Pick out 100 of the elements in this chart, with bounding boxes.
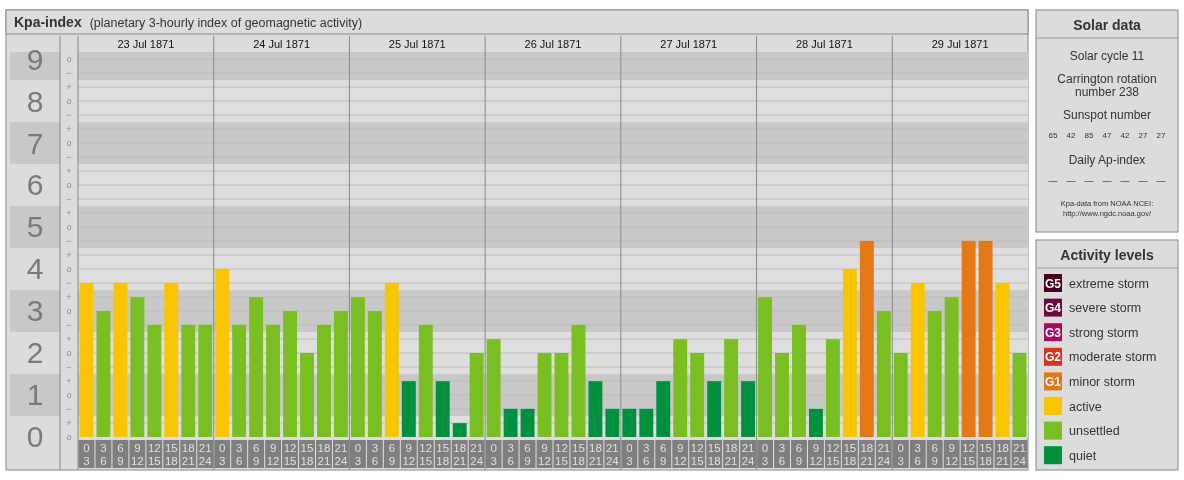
text: 29 Jul 1871 bbox=[931, 38, 989, 50]
bar bbox=[164, 282, 179, 437]
text: 25 Jul 1871 bbox=[388, 38, 446, 50]
text: − bbox=[66, 110, 72, 121]
text: − bbox=[66, 236, 72, 247]
x-tick-label: 3 6 bbox=[914, 442, 921, 467]
text: o bbox=[66, 264, 72, 275]
bar bbox=[130, 297, 145, 437]
text: — — — — — — — bbox=[1048, 176, 1166, 186]
chart-title: Kpa-index bbox=[14, 14, 82, 30]
bar bbox=[978, 240, 993, 437]
text: o bbox=[66, 222, 72, 233]
text: 28 Jul 1871 bbox=[795, 38, 853, 50]
bar bbox=[266, 324, 281, 437]
bar bbox=[469, 353, 484, 437]
bar bbox=[333, 311, 348, 437]
text: + bbox=[66, 334, 72, 345]
bar bbox=[639, 408, 654, 437]
y-tick-label: 7 bbox=[26, 126, 44, 160]
x-tick-label: 0 3 bbox=[490, 442, 497, 467]
legend-label: minor storm bbox=[1069, 374, 1135, 389]
y-tick-label: 9 bbox=[26, 42, 44, 76]
text: − bbox=[66, 320, 72, 331]
bar bbox=[758, 297, 773, 437]
bar bbox=[656, 381, 671, 437]
y-tick-label: 8 bbox=[26, 84, 44, 118]
bar bbox=[724, 339, 739, 437]
bar bbox=[673, 339, 688, 437]
bar bbox=[384, 282, 399, 437]
bar bbox=[232, 324, 247, 437]
bar bbox=[198, 324, 213, 437]
x-tick-label: 6 9 bbox=[931, 442, 938, 467]
bar bbox=[367, 311, 382, 437]
y-tick-label: 4 bbox=[26, 252, 44, 286]
x-tick-label: 6 9 bbox=[117, 442, 124, 467]
text: + bbox=[66, 82, 72, 93]
legend-label: active bbox=[1069, 399, 1102, 414]
text: Carrington rotation number 238 bbox=[1057, 72, 1157, 99]
text: o bbox=[66, 138, 72, 149]
bar bbox=[893, 353, 908, 437]
text: + bbox=[66, 292, 72, 303]
legend-label: quiet bbox=[1069, 448, 1097, 463]
bar bbox=[215, 269, 230, 437]
text: G3 bbox=[1044, 325, 1062, 340]
x-tick-label: 0 3 bbox=[83, 442, 90, 467]
legend-label: moderate storm bbox=[1069, 350, 1157, 365]
x-tick-label: 0 3 bbox=[897, 442, 904, 467]
bar bbox=[537, 353, 552, 437]
x-tick-label: 3 6 bbox=[507, 442, 514, 467]
bar bbox=[283, 311, 298, 437]
x-tick-label: 0 3 bbox=[218, 442, 226, 467]
bar bbox=[300, 353, 314, 437]
legend-title: Activity levels bbox=[1060, 247, 1154, 263]
y-tick-label: 1 bbox=[26, 378, 44, 412]
text: o bbox=[66, 390, 72, 401]
chart-subtitle: (planetary 3-hourly index of geomagnetic activity) bbox=[89, 16, 363, 30]
bar bbox=[690, 353, 705, 437]
text: o bbox=[66, 306, 72, 317]
text: 65 42 85 47 42 27 27 bbox=[1048, 131, 1166, 140]
text: G1 bbox=[1044, 374, 1062, 389]
text: − bbox=[66, 404, 72, 415]
bar bbox=[113, 282, 128, 437]
text: Solar data bbox=[1073, 17, 1142, 33]
text: G5 bbox=[1044, 276, 1062, 291]
bar bbox=[944, 297, 959, 437]
x-tick-label: 3 6 bbox=[643, 442, 650, 467]
bar bbox=[554, 353, 569, 437]
y-tick-label: 2 bbox=[26, 336, 44, 370]
bar bbox=[486, 339, 501, 437]
text: o bbox=[66, 54, 72, 65]
text: 26 Jul 1871 bbox=[524, 38, 582, 50]
bar bbox=[435, 381, 450, 437]
bar bbox=[418, 324, 433, 437]
x-tick-label: 3 6 bbox=[778, 442, 786, 467]
bar bbox=[910, 282, 925, 437]
legend-label: unsettled bbox=[1069, 424, 1120, 439]
bar bbox=[350, 297, 365, 437]
bar bbox=[741, 381, 756, 437]
text: 27 Jul 1871 bbox=[660, 38, 718, 50]
legend-label: strong storm bbox=[1069, 325, 1139, 340]
text: − bbox=[66, 194, 72, 205]
text: Daily Ap-index bbox=[1068, 153, 1146, 167]
x-tick-label: 3 6 bbox=[100, 442, 107, 467]
x-tick-label: 6 9 bbox=[252, 442, 260, 467]
bar bbox=[571, 324, 586, 437]
bar bbox=[842, 269, 857, 437]
text: 24 Jul 1871 bbox=[253, 38, 311, 50]
y-tick-label: 0 bbox=[26, 420, 44, 454]
bar bbox=[961, 240, 976, 437]
legend-label: extreme storm bbox=[1069, 276, 1149, 291]
bar bbox=[808, 408, 823, 437]
bar bbox=[181, 324, 196, 437]
text: − bbox=[66, 362, 72, 373]
text: + bbox=[66, 418, 72, 429]
text: o bbox=[66, 432, 72, 443]
bar bbox=[775, 353, 789, 437]
text: + bbox=[66, 250, 72, 261]
y-tick-label: 5 bbox=[26, 210, 44, 244]
text: − bbox=[66, 278, 72, 289]
text: + bbox=[66, 376, 72, 387]
